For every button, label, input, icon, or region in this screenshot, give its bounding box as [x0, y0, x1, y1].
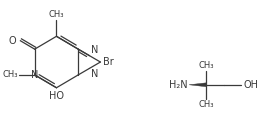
Text: Br: Br — [103, 57, 114, 67]
Text: CH₃: CH₃ — [49, 10, 64, 19]
Text: H₂N: H₂N — [168, 80, 187, 90]
Text: CH₃: CH₃ — [199, 100, 214, 109]
Polygon shape — [189, 83, 206, 87]
Text: OH: OH — [243, 80, 258, 90]
Text: O: O — [9, 36, 17, 46]
Text: N: N — [91, 45, 99, 55]
Text: N: N — [91, 69, 99, 79]
Text: CH₃: CH₃ — [3, 70, 18, 79]
Text: N: N — [31, 70, 38, 80]
Text: CH₃: CH₃ — [199, 61, 214, 70]
Text: HO: HO — [49, 91, 64, 101]
